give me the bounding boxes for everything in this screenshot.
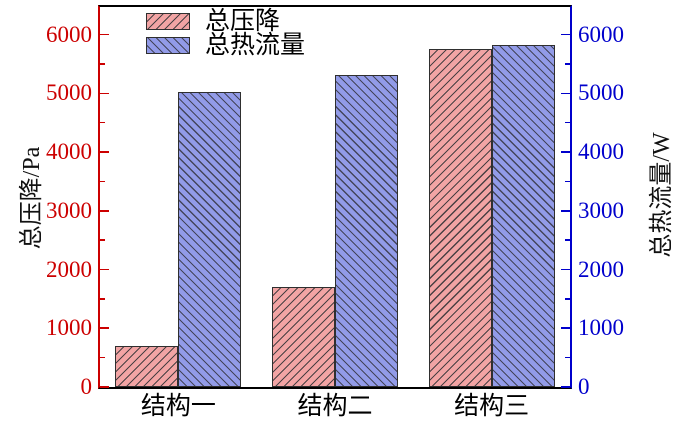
legend-label-pressure: 总压降 xyxy=(205,8,281,35)
right-axis-tick xyxy=(561,210,570,212)
right-axis-tick xyxy=(565,180,570,183)
bar-heatflow-1 xyxy=(178,92,242,387)
right-axis-tick xyxy=(561,386,570,388)
right-axis-tick-label: 2000 xyxy=(578,256,624,282)
left-axis-tick xyxy=(100,121,105,124)
right-axis-tick-label: 6000 xyxy=(578,21,624,47)
right-axis-tick xyxy=(561,151,570,153)
right-axis-tick xyxy=(561,92,570,95)
right-axis-tick xyxy=(565,121,570,124)
left-axis-tick-label: 1000 xyxy=(46,315,92,341)
left-axis-tick xyxy=(100,239,105,241)
bar-heatflow-2 xyxy=(335,75,398,387)
left-axis-tick-label: 2000 xyxy=(46,256,92,282)
bar-heatflow-3 xyxy=(491,45,555,387)
left-axis-tick-label: 5000 xyxy=(46,80,92,106)
legend-item-pressure: 总压降 xyxy=(146,8,305,35)
left-axis-tick-label: 4000 xyxy=(46,139,92,165)
right-axis-tick-label: 0 xyxy=(578,374,590,399)
left-axis-tick-label: 6000 xyxy=(46,21,92,47)
left-axis-tick xyxy=(100,268,109,271)
right-axis-tick xyxy=(565,239,570,241)
left-axis-tick xyxy=(100,210,109,212)
right-axis-tick-label: 4000 xyxy=(578,139,624,165)
left-axis-tick xyxy=(100,298,105,300)
right-axis-title: 总热流量/W xyxy=(649,132,675,258)
left-axis-tick xyxy=(100,327,109,330)
left-axis-tick xyxy=(100,180,105,183)
right-axis-tick xyxy=(561,327,570,330)
left-axis-tick xyxy=(100,63,105,65)
legend: 总压降 总热流量 xyxy=(146,8,306,60)
bar-pressure-2 xyxy=(272,287,335,387)
left-axis-tick xyxy=(100,386,109,388)
right-axis-tick xyxy=(561,268,570,271)
legend-swatch-heatflow-hatch-icon xyxy=(146,37,190,54)
legend-label-heatflow: 总热流量 xyxy=(205,32,306,59)
right-axis-tick xyxy=(565,298,570,300)
left-axis-tick xyxy=(100,92,109,95)
legend-swatch-pressure-hatch-icon xyxy=(146,13,190,30)
left-axis-tick xyxy=(100,151,109,153)
right-axis-tick-label: 1000 xyxy=(578,315,624,341)
x-category-label-2: 结构二 xyxy=(297,393,373,420)
right-axis-tick-label: 5000 xyxy=(578,80,624,106)
bar-pressure-3 xyxy=(428,48,492,387)
left-axis-title: 总压降/Pa xyxy=(19,146,45,250)
bar-pressure-1 xyxy=(115,345,179,387)
left-axis-tick xyxy=(100,33,109,36)
left-axis-tick-label: 3000 xyxy=(46,197,92,223)
x-category-label-3: 结构三 xyxy=(454,393,530,420)
x-category-label-1: 结构一 xyxy=(140,393,216,420)
right-axis-tick xyxy=(561,33,570,36)
right-axis-tick xyxy=(565,356,570,359)
right-axis-tick-label: 3000 xyxy=(578,197,624,223)
left-axis-tick-label: 0 xyxy=(80,374,93,399)
right-axis-tick xyxy=(565,63,570,65)
left-axis-tick xyxy=(100,356,105,359)
legend-item-heatflow: 总热流量 xyxy=(146,32,306,59)
